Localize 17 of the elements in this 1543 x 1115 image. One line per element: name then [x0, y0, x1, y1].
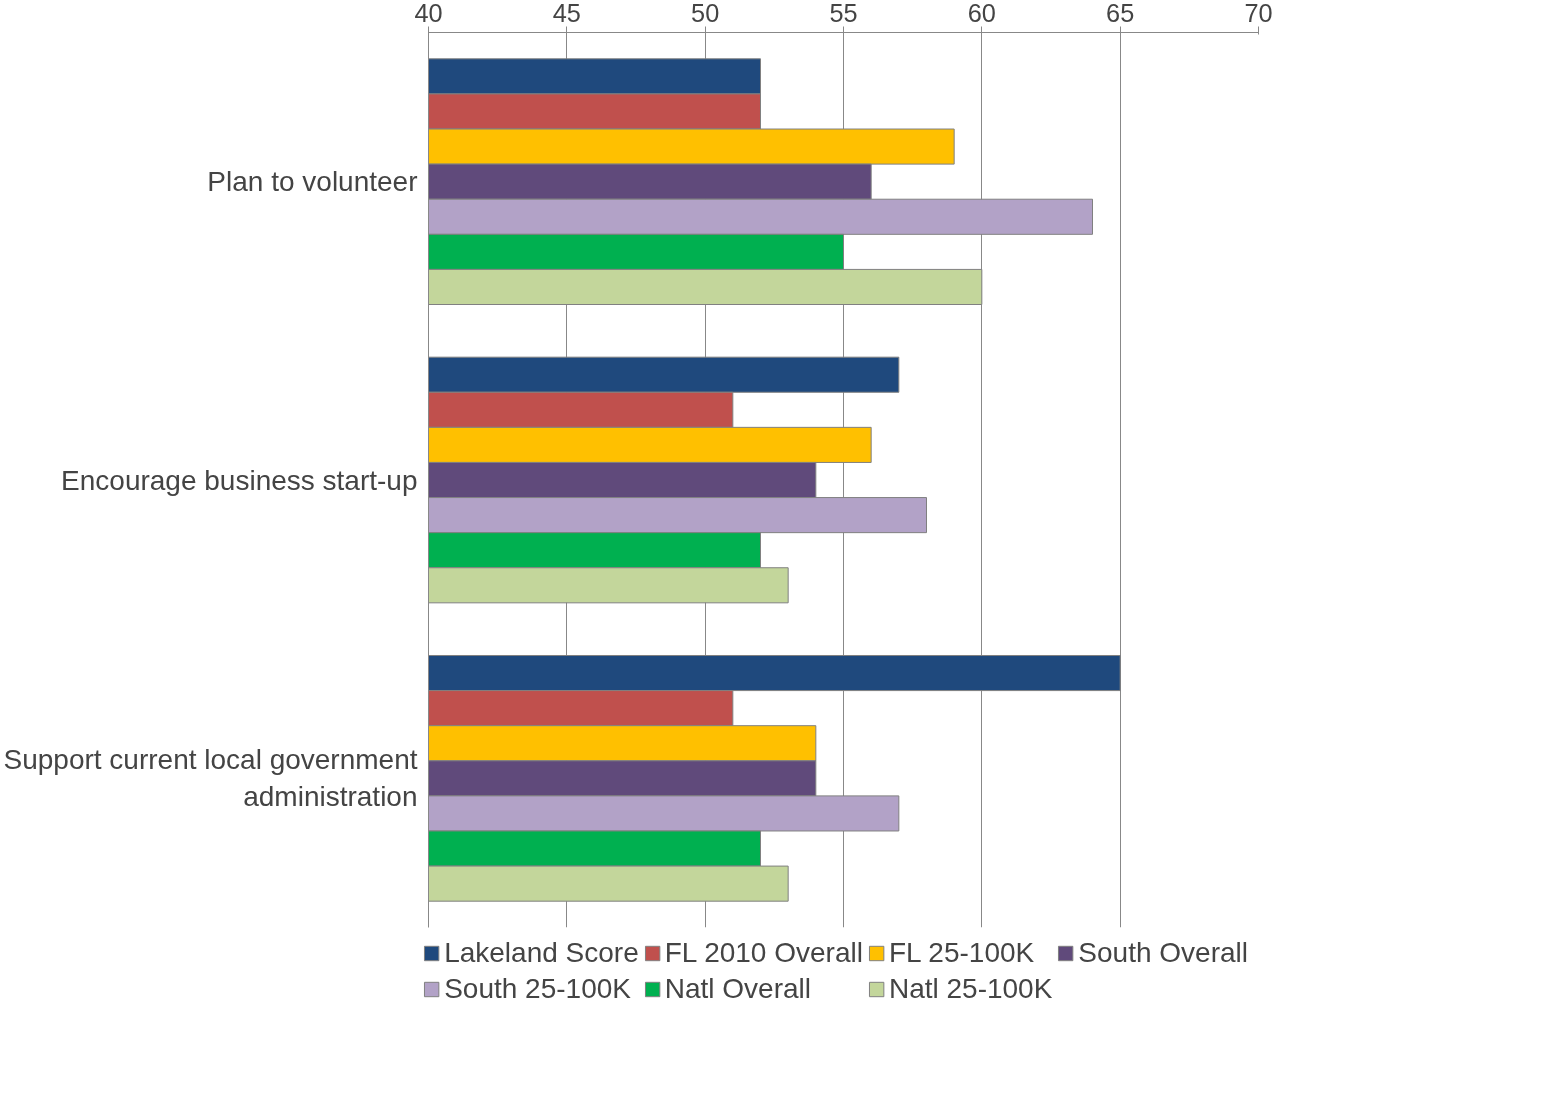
y-tick-label: Support current local government administration	[3, 744, 418, 813]
legend-label: FL 2010 Overall	[664, 937, 863, 969]
x-tick-label: 55	[829, 0, 858, 27]
legend-label: Natl 25-100K	[888, 973, 1053, 1005]
x-tick-label: 50	[691, 0, 720, 27]
y-tick-label: Plan to volunteer	[207, 166, 418, 198]
x-tick-label: 45	[552, 0, 581, 27]
x-tick-label: 40	[414, 0, 443, 27]
y-tick-label: Encourage business start-up	[61, 464, 418, 496]
x-tick-label: 65	[1106, 0, 1135, 27]
legend-label: Lakeland Score	[444, 937, 639, 969]
legend-label: South 25-100K	[444, 973, 631, 1005]
x-tick-label: 60	[967, 0, 996, 27]
legend-label: FL 25-100K	[888, 937, 1035, 969]
x-tick-label: 70	[1244, 0, 1273, 27]
legend-label: Natl Overall	[664, 973, 811, 1005]
legend-label: South Overall	[1078, 937, 1248, 969]
